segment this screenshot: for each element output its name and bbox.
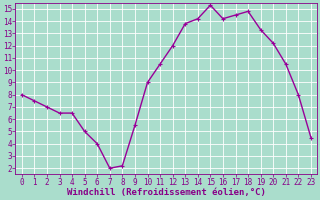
X-axis label: Windchill (Refroidissement éolien,°C): Windchill (Refroidissement éolien,°C) [67, 188, 266, 197]
